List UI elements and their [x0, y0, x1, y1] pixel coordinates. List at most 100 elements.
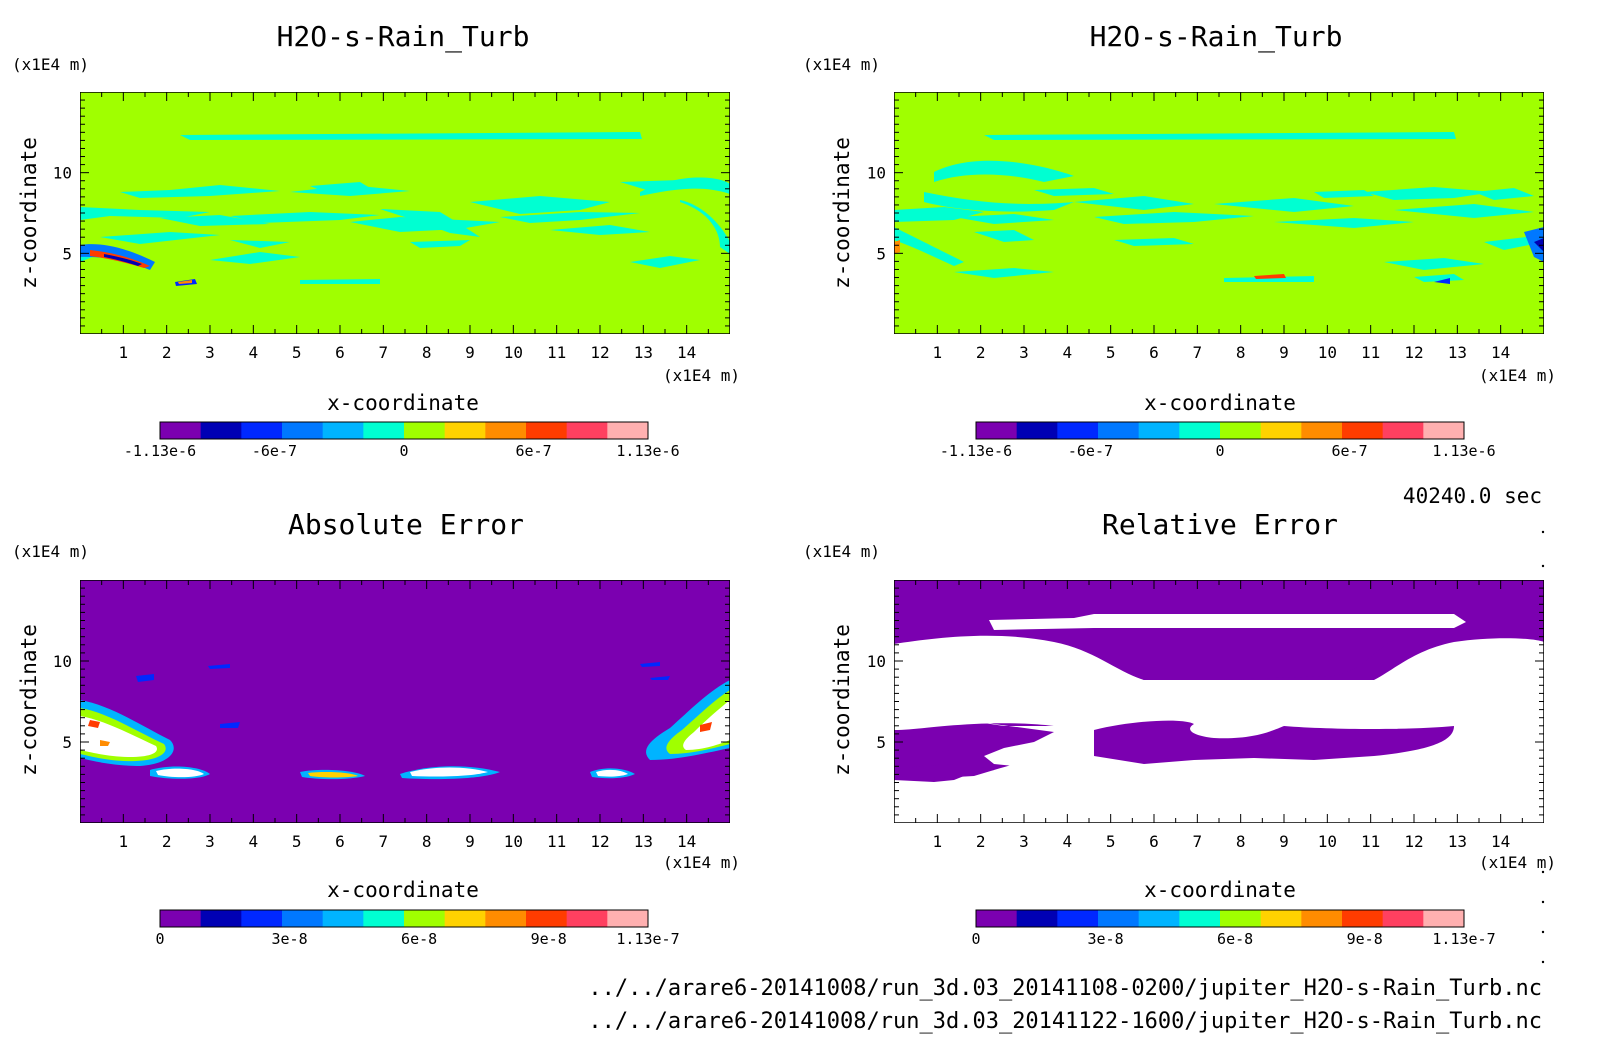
file-path-2: ../../arare6-20141008/run_3d.03_20141122…: [588, 1009, 1542, 1034]
x-tick-label: 2: [976, 343, 986, 362]
colorbar-tick-label: 0: [155, 930, 164, 948]
x-tick-label: 6: [1149, 832, 1159, 851]
colorbar-tick-label: 6e-8: [401, 930, 437, 948]
x-tick-label: 4: [249, 832, 259, 851]
colorbar-swatch: [526, 910, 568, 927]
colorbar-swatch: [363, 910, 405, 927]
panel-bottom-right: Relative Error (x1E4 m) (x1E4 m) x-coord…: [803, 508, 1556, 948]
panel-4-plot-area: [894, 580, 1544, 823]
colorbar-swatch: [1220, 422, 1262, 439]
x-tick-label: 12: [1404, 343, 1423, 362]
panel-4-undefined-regions: [894, 614, 1544, 823]
colorbar-swatch: [282, 422, 324, 439]
x-tick-label: 12: [590, 832, 609, 851]
colorbar-swatch: [241, 910, 283, 927]
x-tick-label: 10: [504, 343, 523, 362]
panel-3-x-label: x-coordinate: [327, 878, 479, 902]
panel-4-y-ticks: 5 10: [867, 587, 1544, 816]
panel-2-y-unit: (x1E4 m): [803, 55, 880, 74]
x-tick-label: 14: [677, 343, 696, 362]
colorbar-tick-label: -1.13e-6: [124, 442, 196, 460]
panel-2-x-unit: (x1E4 m): [1479, 366, 1556, 385]
x-tick-label: 11: [547, 343, 566, 362]
x-tick-label: 7: [1193, 832, 1203, 851]
colorbar-swatch: [282, 910, 324, 927]
colorbar-tick-label: 6e-7: [515, 442, 551, 460]
panel-3-y-unit: (x1E4 m): [12, 542, 89, 561]
panel-4-y-unit: (x1E4 m): [803, 542, 880, 561]
colorbar-tick-label: 0: [399, 442, 408, 460]
x-tick-label: 3: [1019, 832, 1029, 851]
colorbar-tick-label: 9e-8: [531, 930, 567, 948]
colorbar-tick-label: 6e-8: [1217, 930, 1253, 948]
colorbar-swatch: [322, 910, 364, 927]
colorbar-tick-label: 0: [1215, 442, 1224, 460]
panel-3-colorbar: 0 3e-8 6e-8 9e-8 1.13e-7: [155, 909, 680, 948]
colorbar-swatch: [1382, 910, 1424, 927]
y-tick-label: 10: [53, 164, 72, 183]
x-tick-label: 14: [677, 832, 696, 851]
colorbar-swatch: [363, 422, 405, 439]
panel-4-y-label: z-coordinate: [830, 624, 854, 776]
colorbar-swatch: [1342, 910, 1384, 927]
panel-2-x-ticks: 1 2 3 4 5 6 7 8 9 10 11 12 13 14: [915, 92, 1523, 362]
colorbar-swatch: [404, 910, 446, 927]
panel-4-title: Relative Error: [1102, 508, 1338, 541]
panel-2-x-label: x-coordinate: [1144, 391, 1296, 415]
margin-dot: [1541, 530, 1545, 534]
x-tick-label: 7: [1193, 343, 1203, 362]
x-tick-label: 5: [292, 343, 302, 362]
colorbar-swatch: [1423, 910, 1465, 927]
x-tick-label: 8: [1236, 343, 1246, 362]
panel-1-cyan-contours: [80, 132, 730, 284]
x-tick-label: 13: [1448, 343, 1467, 362]
colorbar-tick-label: 1.13e-7: [1432, 930, 1495, 948]
colorbar-swatch: [607, 422, 649, 439]
x-tick-label: 6: [335, 832, 345, 851]
panel-4-x-label: x-coordinate: [1144, 878, 1296, 902]
colorbar-swatch: [1423, 422, 1465, 439]
colorbar-tick-label: -1.13e-6: [940, 442, 1012, 460]
panel-1-x-ticks: 1 2 3 4 5 6 7 8 9 10 11 12 13 14: [101, 92, 709, 362]
x-tick-label: 1: [119, 343, 129, 362]
panel-1-plot-area: [80, 92, 730, 334]
panel-2-title: H2O-s-Rain_Turb: [1090, 20, 1343, 54]
colorbar-swatch: [1138, 910, 1180, 927]
x-tick-label: 3: [205, 343, 215, 362]
x-tick-label: 7: [379, 832, 389, 851]
colorbar-swatch: [200, 910, 242, 927]
x-tick-label: 1: [119, 832, 129, 851]
panel-1-x-unit: (x1E4 m): [663, 366, 740, 385]
colorbar-swatch: [1098, 910, 1140, 927]
x-tick-label: 13: [1448, 832, 1467, 851]
x-tick-label: 10: [1318, 832, 1337, 851]
margin-dot: [1541, 930, 1545, 934]
colorbar-frame: [159, 909, 649, 928]
x-tick-label: 11: [1361, 343, 1380, 362]
colorbar-swatch: [1057, 422, 1099, 439]
x-tick-label: 2: [162, 832, 172, 851]
x-tick-label: 5: [1106, 832, 1116, 851]
panel-3-field-background: [80, 580, 730, 823]
colorbar-frame: [975, 421, 1465, 440]
x-tick-label: 9: [465, 343, 475, 362]
colorbar-swatch: [976, 910, 1018, 927]
colorbar-swatch: [1382, 422, 1424, 439]
panel-4-x-unit: (x1E4 m): [1479, 853, 1556, 872]
x-tick-label: 12: [590, 343, 609, 362]
x-tick-label: 11: [1361, 832, 1380, 851]
panel-2-plot-area: [894, 92, 1544, 334]
colorbar-tick-label: 6e-7: [1331, 442, 1367, 460]
margin-dot: [1541, 870, 1545, 874]
x-tick-label: 10: [504, 832, 523, 851]
panel-1-colorbar: -1.13e-6 -6e-7 0 6e-7 1.13e-6: [124, 421, 680, 460]
x-tick-label: 11: [547, 832, 566, 851]
panel-4-colorbar: 0 3e-8 6e-8 9e-8 1.13e-7: [971, 909, 1496, 948]
colorbar-tick-label: 1.13e-6: [1432, 442, 1495, 460]
colorbar-swatch: [322, 422, 364, 439]
panel-4-x-ticks: 1 2 3 4 5 6 7 8 9 10 11 12 13 14: [915, 580, 1523, 851]
colorbar-swatch: [1260, 422, 1302, 439]
colorbar-swatch: [1220, 910, 1262, 927]
y-tick-label: 10: [53, 652, 72, 671]
colorbar-tick-label: 9e-8: [1347, 930, 1383, 948]
